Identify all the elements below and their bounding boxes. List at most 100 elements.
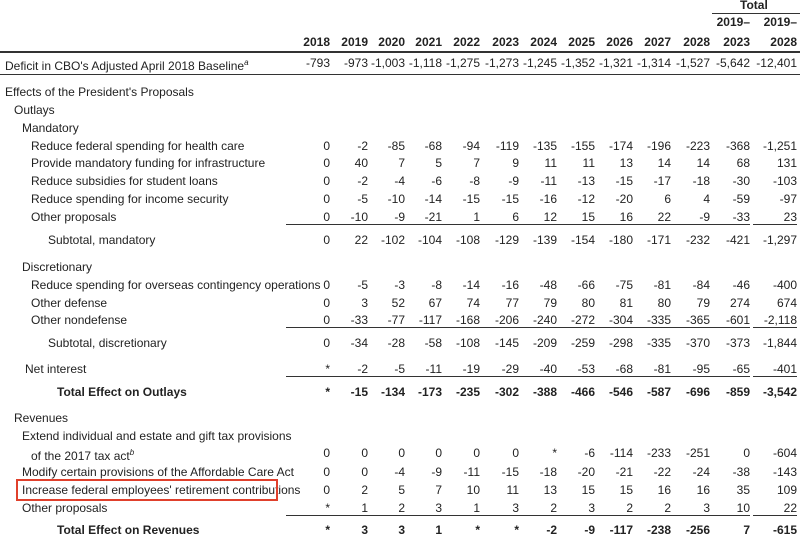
row-label: Reduce federal spending for health care [31,139,245,153]
cell-value: -256 [685,523,710,537]
row-label: Reduce spending for overseas contingency… [31,278,321,292]
cell-value: -12,401 [756,56,797,70]
cell-value: * [552,446,557,460]
cell-value: -400 [772,278,797,292]
highlight-box [16,479,278,501]
cell-value: -135 [532,139,557,153]
cell-value: -6 [584,446,595,460]
cell-value: -174 [608,139,633,153]
cell-value: -65 [706,362,750,377]
row-label: Revenues [14,411,69,425]
cell-value: -1,245 [522,56,557,70]
cell-value: 0 [286,313,330,328]
cell-value: 0 [323,174,330,188]
cell-value: 15 [551,210,595,225]
cell-value: -335 [627,313,671,328]
footnote-mark: b [129,448,135,457]
cell-value: -5,642 [715,56,750,70]
cell-value: -11 [463,465,480,479]
cell-value: -9 [508,174,519,188]
cell-value: 35 [736,483,750,497]
row-label: Extend individual and estate and gift ta… [22,429,292,443]
row-label: of the 2017 tax actb [31,448,135,463]
cell-value: -401 [753,362,797,377]
cell-value: 14 [696,156,710,170]
cell-value: -240 [513,313,557,328]
row-label: Provide mandatory funding for infrastruc… [31,156,266,170]
cell-value: -143 [772,465,797,479]
cell-value: -421 [725,233,750,247]
cell-value: -38 [732,465,750,479]
cell-value: * [514,523,519,537]
cell-value: 7 [743,523,750,537]
cell-value: -59 [732,192,750,206]
cell-value: -16 [539,192,557,206]
cell-value: -1,003 [370,56,405,70]
cell-value: 13 [619,156,633,170]
cell-value: -20 [615,192,633,206]
cell-value: 3 [361,523,368,537]
cell-value: -180 [608,233,633,247]
cell-value: -1,844 [762,336,797,350]
cell-value: -19 [436,362,480,377]
cell-value: -154 [570,233,595,247]
year-header: 2025 [568,35,595,49]
cell-value: -11 [398,362,442,377]
cell-value: -1,352 [560,56,595,70]
cell-value: -68 [589,362,633,377]
cell-value: -58 [424,336,442,350]
cell-value: -1,297 [762,233,797,247]
cell-value: 1 [436,501,480,516]
year-header: 2026 [606,35,633,49]
cell-value: -793 [305,56,330,70]
cell-value: -1,527 [675,56,710,70]
cell-value: * [325,385,330,399]
cell-value: -21 [398,210,442,225]
cell-value: -16 [501,278,519,292]
cell-value: -17 [653,174,671,188]
cell-value: 14 [657,156,671,170]
row-label: Increase federal employees' retirement c… [22,483,301,497]
cell-value: -173 [417,385,442,399]
cell-value: -46 [732,278,750,292]
cell-value: 10 [706,501,750,516]
cell-value: -13 [577,174,595,188]
cell-value: 79 [696,296,710,310]
row-label: Mandatory [22,121,79,135]
cell-value: -235 [455,385,480,399]
rule [0,51,800,53]
cell-value: -84 [692,278,710,292]
cell-value: 7 [473,156,480,170]
cell-value: -251 [685,446,710,460]
cell-value: -48 [539,278,557,292]
cell-value: -81 [653,278,671,292]
cell-value: 22 [627,210,671,225]
row-label: Other nondefense [31,313,128,327]
cell-value: -15 [615,174,633,188]
cell-value: -1,275 [445,56,480,70]
cell-value: 68 [736,156,750,170]
cell-value: 77 [505,296,519,310]
cell-value: * [325,523,330,537]
cell-value: 0 [323,465,330,479]
cell-value: 1 [324,501,368,516]
cell-value: -9 [361,210,405,225]
cell-value: -95 [666,362,710,377]
cell-value: -233 [646,446,671,460]
cell-value: -196 [646,139,671,153]
cell-value: 81 [619,296,633,310]
year-header: 2028 [683,35,710,49]
cell-value: * [286,362,330,377]
total-column-header: 2019– [716,15,750,29]
cell-value: 9 [512,156,519,170]
cell-value: 11 [506,483,519,497]
cell-value: -272 [551,313,595,328]
cell-value: -2 [357,174,368,188]
year-header: 2019 [341,35,368,49]
cell-value: -134 [380,385,405,399]
year-header: 2021 [415,35,442,49]
cell-value: -3,542 [762,385,797,399]
cell-value: -1,118 [408,56,442,70]
cell-value: -2 [324,362,368,377]
cell-value: 0 [398,446,405,460]
